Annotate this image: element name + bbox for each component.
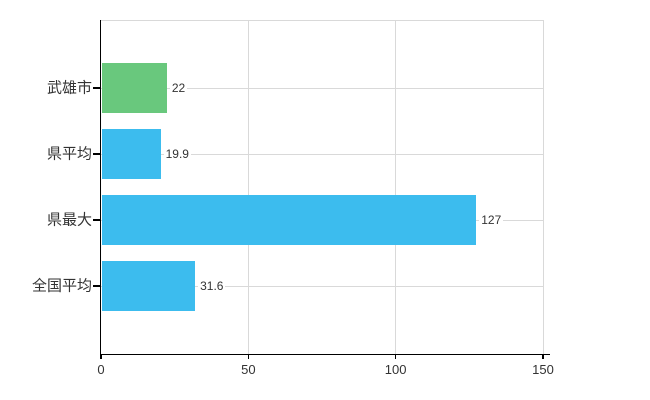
bar-value-label: 19.9 — [163, 147, 191, 161]
bar — [102, 261, 196, 311]
bar-value-label: 127 — [479, 213, 504, 227]
x-tick-label: 50 — [241, 362, 256, 377]
bar-value-label: 31.6 — [198, 279, 226, 293]
y-gridline — [101, 87, 543, 89]
category-label: 全国平均 — [31, 277, 92, 295]
x-axis-tick — [542, 355, 544, 359]
bar-value-label: 22 — [169, 81, 188, 95]
y-axis-line — [99, 20, 101, 355]
x-gridline — [395, 20, 397, 354]
y-gridline — [101, 285, 543, 287]
bar — [102, 63, 167, 113]
category-label: 県最大 — [46, 211, 92, 229]
y-axis-tick — [93, 87, 101, 89]
y-axis-tick — [93, 153, 101, 155]
x-axis-tick — [394, 355, 397, 359]
bar — [102, 195, 477, 245]
y-gridline — [101, 153, 543, 155]
x-tick-label: 150 — [532, 362, 554, 377]
x-gridline — [542, 20, 544, 354]
x-tick-label: 100 — [384, 362, 407, 377]
x-axis-tick — [247, 355, 250, 359]
x-tick-label: 0 — [97, 362, 105, 377]
y-axis-tick — [93, 285, 101, 287]
bar — [102, 129, 161, 179]
plot-top-border — [101, 19, 543, 21]
x-gridline — [247, 20, 249, 354]
category-label: 県平均 — [46, 145, 92, 163]
category-label: 武雄市 — [46, 79, 92, 97]
y-axis-tick — [93, 219, 101, 221]
x-axis-line — [99, 353, 550, 355]
x-axis-tick — [100, 355, 102, 359]
